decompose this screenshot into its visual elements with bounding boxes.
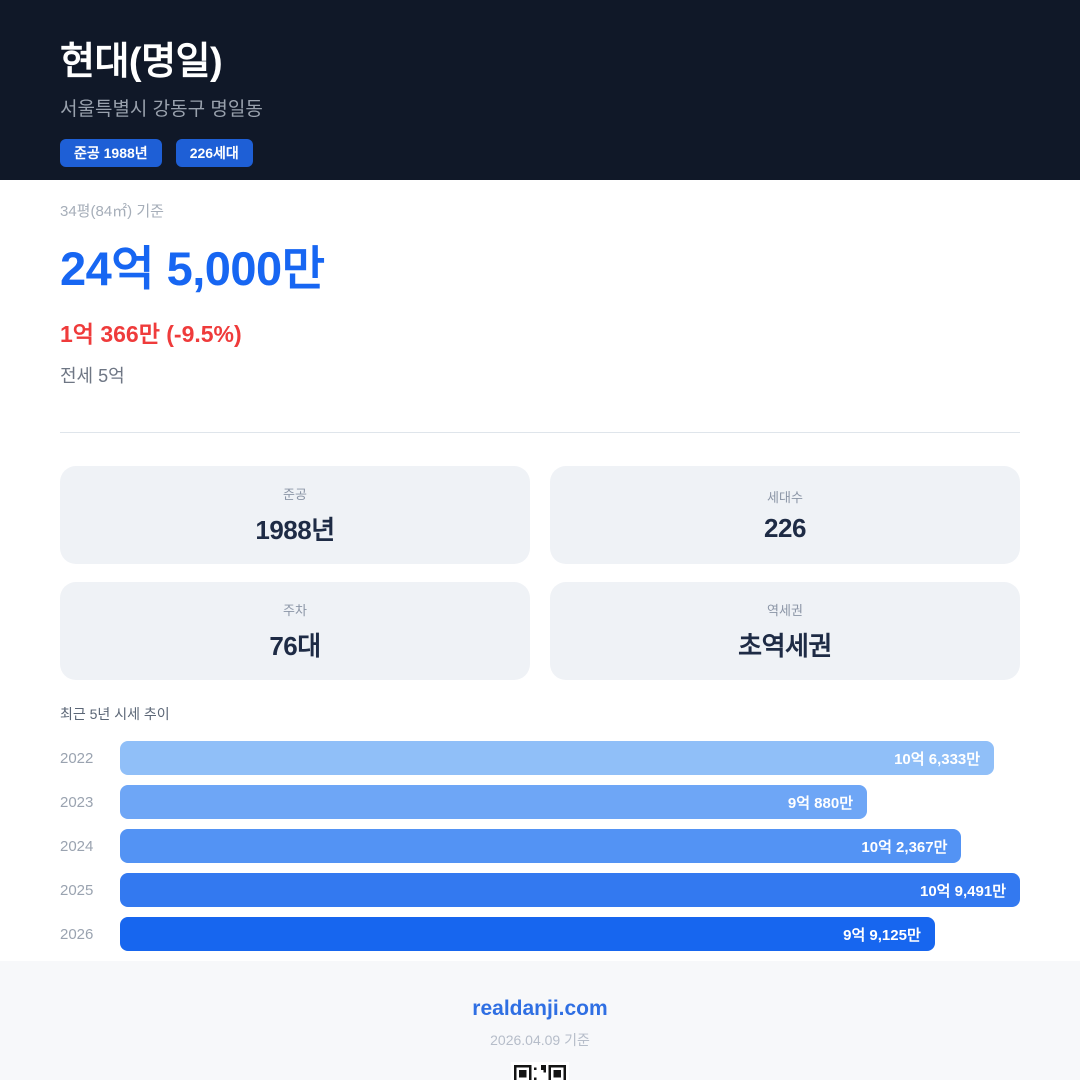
- info-card-parking: 주차 76대: [60, 582, 530, 680]
- chart-year-label: 2025: [60, 881, 94, 899]
- info-card-station-area: 역세권 초역세권: [550, 582, 1020, 680]
- header: 현대(명일) 서울특별시 강동구 명일동 준공 1988년 226세대: [0, 0, 1080, 180]
- chart-bar-track: 10억 2,367만: [120, 829, 1020, 863]
- price-basis-label: 34평(84㎡) 기준: [60, 203, 164, 220]
- card-value: 226: [764, 512, 806, 543]
- chart-year-label: 2024: [60, 837, 94, 855]
- badge-row: 준공 1988년 226세대: [60, 138, 1020, 167]
- chart-bar: 9억 9,125만: [120, 917, 935, 951]
- footer: realdanji.com 2026.04.09 기준: [0, 961, 1080, 1080]
- price-trend-chart: 최근 5년 시세 추이 2022 10억 6,333만 2023 9억 880만 202…: [60, 704, 1020, 951]
- data-date-note: 2026.04.09 기준: [490, 1032, 590, 1048]
- card-value: 76대: [269, 630, 321, 661]
- card-value: 1988년: [255, 514, 335, 545]
- chart-row-2026: 2026 9억 9,125만: [60, 917, 1020, 951]
- chart-bar-track: 10억 6,333만: [120, 741, 1020, 775]
- household-count-badge: 226세대: [175, 138, 253, 167]
- info-card-households: 세대수 226: [550, 466, 1020, 564]
- chart-bar-value-label: 10억 9,491만: [920, 882, 1006, 900]
- card-value: 초역세권: [738, 630, 832, 661]
- price-change: 1억 366만 (-9.5%): [60, 321, 242, 347]
- divider: [60, 432, 1020, 433]
- chart-bar-value-label: 10억 6,333만: [894, 750, 981, 768]
- chart-year-label: 2023: [60, 793, 94, 811]
- chart-year-label: 2026: [60, 925, 94, 943]
- chart-bar: 10억 6,333만: [120, 741, 995, 775]
- chart-bar-value-label: 9억 9,125만: [843, 926, 921, 944]
- chart-bar-track: 9억 880만: [120, 785, 1020, 819]
- site-link[interactable]: realdanji.com: [472, 997, 608, 1020]
- main-content: 34평(84㎡) 기준 24억 5,000만 1억 366만 (-9.5%) 전…: [0, 180, 1080, 961]
- apartment-name: 현대(명일): [60, 41, 223, 83]
- chart-row-2025: 2025 10억 9,491만: [60, 873, 1020, 907]
- current-price: 24억 5,000만: [60, 242, 325, 295]
- info-cards-grid: 준공 1988년 세대수 226 주차 76대 역세권 초역세권: [60, 466, 1020, 680]
- card-label: 준공: [283, 486, 307, 502]
- qr-code: [511, 1062, 569, 1080]
- chart-bar-value-label: 9억 880만: [787, 794, 853, 812]
- chart-bar: 10억 9,491만: [120, 873, 1020, 907]
- chart-row-2024: 2024 10억 2,367만: [60, 829, 1020, 863]
- chart-title: 최근 5년 시세 추이: [60, 706, 170, 722]
- chart-row-2023: 2023 9억 880만: [60, 785, 1020, 819]
- card-label: 주차: [283, 602, 307, 618]
- chart-bar: 10억 2,367만: [120, 829, 962, 863]
- chart-bar-track: 9억 9,125만: [120, 917, 1020, 951]
- chart-year-label: 2022: [60, 749, 94, 767]
- jeonse-price: 전세 5억: [60, 366, 125, 386]
- card-label: 세대수: [767, 489, 803, 505]
- chart-row-2022: 2022 10억 6,333만: [60, 741, 1020, 775]
- chart-bar-track: 10억 9,491만: [120, 873, 1020, 907]
- apartment-address: 서울특별시 강동구 명일동: [60, 98, 263, 120]
- card-label: 역세권: [767, 602, 803, 618]
- info-card-built-year: 준공 1988년: [60, 466, 530, 564]
- chart-rows: 2022 10억 6,333만 2023 9억 880만 2024 10억 2,367만 2…: [60, 741, 1020, 951]
- built-year-badge: 준공 1988년: [60, 138, 162, 167]
- chart-bar-value-label: 10억 2,367만: [861, 838, 948, 856]
- chart-bar: 9억 880만: [120, 785, 867, 819]
